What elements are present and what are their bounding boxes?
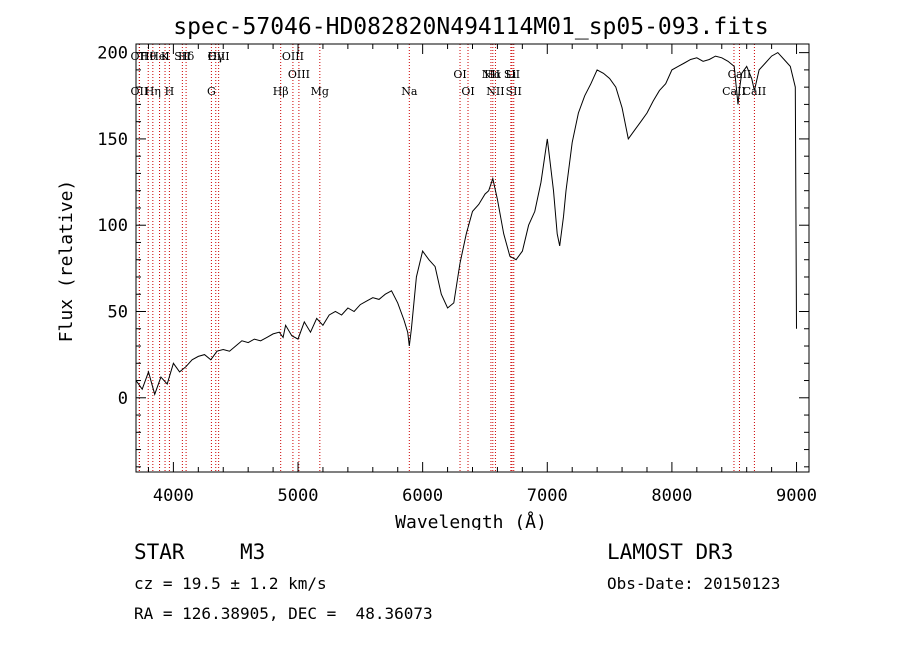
line-label: CaII (743, 85, 767, 98)
y-tick-label: 150 (97, 130, 128, 150)
line-label: Hη (145, 85, 161, 98)
observation-date: Obs-Date: 20150123 (607, 574, 781, 593)
y-axis-ticks: 0 50 100 150 200 (97, 44, 809, 468)
x-tick-label: 7000 (527, 486, 568, 506)
line-label: Hδ (178, 50, 195, 63)
y-tick-label: 200 (97, 44, 128, 64)
line-label: Hγ (208, 50, 225, 63)
line-label: OI (453, 68, 466, 81)
y-tick-label: 0 (118, 389, 128, 409)
line-label: Hα (484, 68, 502, 81)
chart-title: spec-57046-HD082820N494114M01_sp05-093.f… (173, 14, 768, 40)
x-axis-ticks: 4000 5000 6000 7000 8000 9000 (147, 44, 817, 506)
line-label: Li (505, 68, 516, 81)
plot-frame (135, 43, 810, 473)
x-tick-label: 8000 (651, 486, 692, 506)
coordinates: RA = 126.38905, DEC = 48.36073 (134, 604, 433, 623)
line-label: Na (401, 85, 418, 98)
spectral-subclass: M3 (240, 540, 266, 564)
line-label: Mg (311, 85, 329, 98)
x-tick-label: 4000 (153, 486, 194, 506)
line-label: SII (504, 68, 520, 81)
line-label: OI (461, 85, 474, 98)
line-label: H (165, 85, 175, 98)
line-label: SII (174, 50, 190, 63)
line-label: NII (486, 85, 504, 98)
line-label: G (207, 85, 216, 98)
line-label: HeI (149, 50, 169, 63)
line-label: OIII (288, 68, 310, 81)
x-axis-label: Wavelength (Å) (395, 511, 547, 530)
line-label: Hβ (273, 85, 289, 98)
survey-name: LAMOST DR3 (607, 540, 734, 564)
y-axis-label: Flux (relative) (56, 180, 77, 343)
line-label: OIII (282, 50, 304, 63)
line-label: NII (482, 68, 500, 81)
line-label: OIII (208, 50, 230, 63)
line-markers (138, 44, 755, 472)
line-label: OII (131, 85, 149, 98)
line-label: OII (131, 50, 149, 63)
y-tick-label: 50 (108, 303, 128, 323)
y-tick-label: 100 (97, 216, 128, 236)
line-label: SII (506, 85, 522, 98)
line-label: K (161, 50, 170, 63)
line-label: Hθ (140, 50, 157, 63)
spectrum-chart: spec-57046-HD082820N494114M01_sp05-093.f… (56, 14, 817, 530)
x-tick-label: 6000 (402, 486, 443, 506)
x-tick-label: 5000 (278, 486, 319, 506)
spectrum-line (135, 51, 797, 396)
x-tick-label: 9000 (776, 486, 817, 506)
object-class: STAR (134, 540, 185, 564)
redshift-velocity: cz = 19.5 ± 1.2 km/s (134, 574, 327, 593)
line-label: CaII (728, 68, 752, 81)
